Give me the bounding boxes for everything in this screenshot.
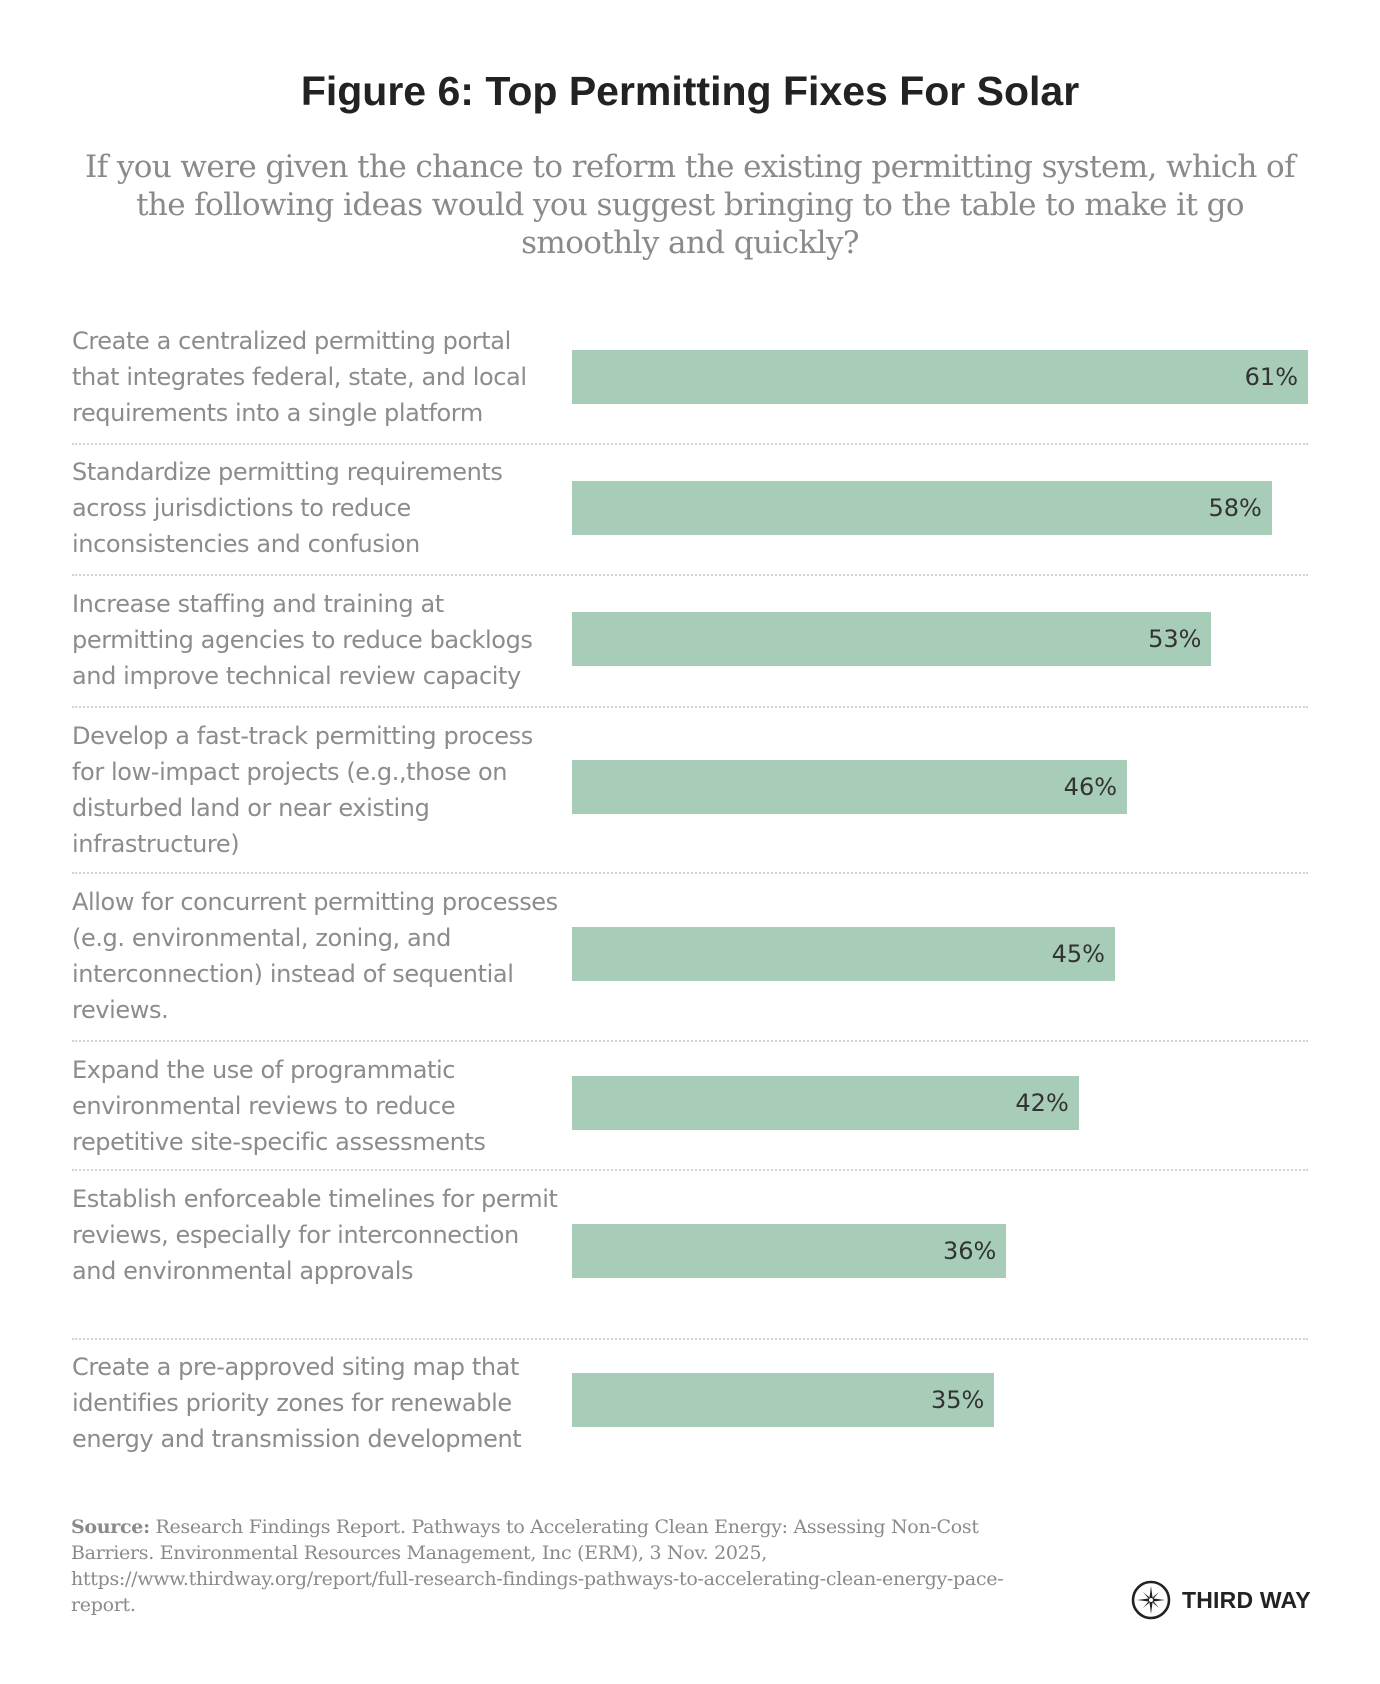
- third-way-logo: THIRD WAY: [1130, 1578, 1311, 1622]
- category-label: Expand the use of programmatic environme…: [72, 1056, 486, 1156]
- data-label: 35%: [930, 1386, 985, 1414]
- bar: [572, 760, 1128, 814]
- data-label: 53%: [1148, 625, 1202, 653]
- row-divider: [72, 574, 1308, 576]
- bar-chart: Create a centralized permitting portal t…: [72, 327, 1308, 1453]
- source-label: Source:: [71, 1516, 150, 1538]
- compass-star-icon: [1131, 1580, 1171, 1620]
- row-divider: [72, 1338, 1308, 1340]
- data-label: 45%: [1051, 940, 1105, 968]
- bar: [572, 481, 1272, 535]
- category-label: Allow for concurrent permitting processe…: [72, 888, 558, 1024]
- data-label: 36%: [943, 1237, 997, 1265]
- category-label: Increase staffing and training at permit…: [72, 590, 533, 690]
- data-label: 61%: [1244, 363, 1298, 391]
- category-label: Create a pre-approved siting map that id…: [72, 1353, 522, 1453]
- category-label: Develop a fast-track permitting process …: [72, 722, 533, 858]
- row-divider: [72, 706, 1308, 708]
- category-label: Create a centralized permitting portal t…: [72, 327, 527, 427]
- bar: [572, 1373, 995, 1427]
- data-label: 58%: [1208, 494, 1262, 522]
- category-label: Establish enforceable timelines for perm…: [72, 1185, 558, 1285]
- bar: [572, 927, 1115, 981]
- category-label: Standardize permitting requirements acro…: [72, 458, 503, 558]
- row-divider: [72, 872, 1308, 874]
- bar: [572, 350, 1308, 404]
- data-label: 46%: [1063, 773, 1118, 801]
- chart-title: Figure 6: Top Permitting Fixes For Solar: [300, 68, 1080, 114]
- chart-subtitle: If you were given the chance to reform t…: [85, 149, 1296, 261]
- row-divider: [72, 1040, 1308, 1042]
- bar: [572, 1224, 1007, 1278]
- data-label: 42%: [1015, 1089, 1069, 1117]
- source-note: Source: Research Findings Report. Pathwa…: [71, 1514, 1031, 1618]
- logo-text: THIRD WAY: [1182, 1586, 1311, 1613]
- source-text: Research Findings Report. Pathways to Ac…: [71, 1516, 1004, 1616]
- bar: [572, 1076, 1079, 1130]
- row-divider: [72, 1169, 1308, 1171]
- bar: [572, 612, 1212, 666]
- row-divider: [72, 443, 1308, 445]
